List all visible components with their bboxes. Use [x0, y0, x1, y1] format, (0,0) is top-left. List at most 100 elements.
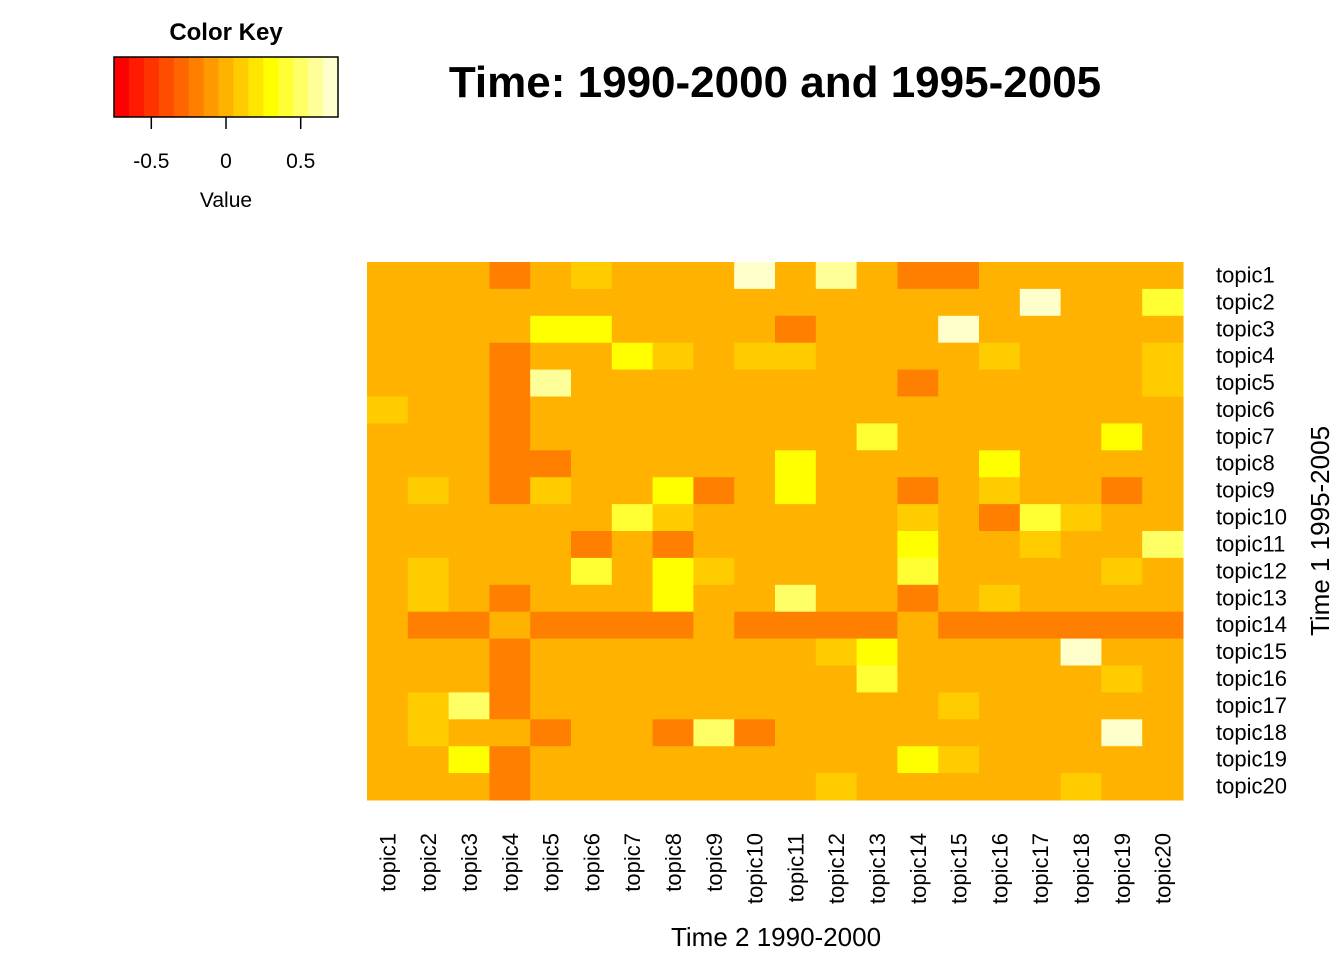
heatmap-cell [571, 288, 613, 317]
heatmap-cell [611, 450, 654, 478]
column-label: topic1 [375, 833, 400, 892]
heatmap-cell [734, 288, 776, 317]
heatmap-cell [1019, 396, 1062, 424]
heatmap-cell [448, 638, 490, 666]
heatmap-cell [448, 396, 490, 424]
heatmap-cell [897, 665, 939, 693]
heatmap-cell [693, 773, 735, 801]
color-key-gradient [114, 57, 339, 117]
heatmap-cell [571, 773, 613, 801]
heatmap-cell [489, 423, 531, 451]
heatmap-cell [407, 262, 450, 290]
heatmap-cell [897, 504, 939, 532]
heatmap-cell [489, 342, 531, 371]
heatmap-cell [938, 450, 980, 478]
heatmap-cell [897, 531, 939, 559]
heatmap-cell [611, 584, 654, 613]
heatmap-cell [489, 638, 531, 666]
heatmap-cell [693, 423, 735, 451]
heatmap-cell [734, 773, 776, 801]
heatmap-cell [693, 315, 735, 344]
heatmap-cell [1142, 396, 1184, 424]
heatmap-cell [448, 531, 490, 559]
heatmap-cell [1101, 692, 1143, 720]
heatmap-cell [938, 692, 980, 720]
heatmap-cell [1060, 719, 1102, 747]
heatmap-cell [1060, 369, 1102, 397]
heatmap-cell [815, 531, 858, 559]
heatmap-cell [1060, 396, 1102, 424]
heatmap-cell [815, 746, 858, 774]
heatmap-cell [1142, 692, 1184, 720]
heatmap-cell [1101, 477, 1143, 505]
heatmap-cell [448, 692, 490, 720]
heatmap-cell [979, 531, 1021, 559]
heatmap-cell [856, 665, 898, 693]
heatmap-cell [856, 638, 898, 666]
heatmap-cell [367, 450, 409, 478]
heatmap-cell [530, 611, 572, 640]
heatmap-cell [1142, 719, 1184, 747]
heatmap-cell [530, 450, 572, 478]
heatmap-cell [815, 692, 858, 720]
heatmap-cell [897, 369, 939, 397]
heatmap-cell [448, 423, 490, 451]
heatmap-cell [775, 262, 817, 290]
heatmap-cell [938, 262, 980, 290]
heatmap-cell [979, 638, 1021, 666]
heatmap-cell [734, 531, 776, 559]
heatmap-cell [571, 315, 613, 344]
heatmap-cell [367, 369, 409, 397]
heatmap-cell [407, 557, 450, 586]
heatmap-cell [530, 665, 572, 693]
row-label: topic7 [1216, 424, 1275, 449]
heatmap-cell [530, 262, 572, 290]
heatmap-cell [1142, 477, 1184, 505]
heatmap-cell [734, 369, 776, 397]
heatmap-cell [775, 611, 817, 640]
heatmap-cell [938, 557, 980, 586]
y-axis-label: Time 1 1995-2005 [1305, 426, 1335, 636]
row-label: topic2 [1216, 289, 1275, 314]
heatmap-cell [367, 504, 409, 532]
heatmap-cells [367, 262, 1184, 801]
heatmap-cell [1019, 531, 1062, 559]
heatmap-cell [1060, 423, 1102, 451]
heatmap-cell [856, 692, 898, 720]
heatmap-cell [979, 262, 1021, 290]
heatmap-cell [489, 584, 531, 613]
heatmap-cell [775, 692, 817, 720]
column-label: topic13 [865, 833, 890, 904]
column-label: topic19 [1110, 833, 1135, 904]
heatmap-cell [611, 477, 654, 505]
heatmap-cell [693, 557, 735, 586]
heatmap-cell [530, 423, 572, 451]
heatmap-cell [652, 773, 694, 801]
heatmap-cell [775, 288, 817, 317]
heatmap-cell [979, 584, 1021, 613]
color-key-swatch [188, 57, 204, 117]
heatmap-cell [489, 450, 531, 478]
heatmap-cell [571, 557, 613, 586]
heatmap-cell [775, 638, 817, 666]
heatmap-cell [652, 288, 694, 317]
heatmap-cell [693, 342, 735, 371]
heatmap-cell [1019, 692, 1062, 720]
heatmap-cell [815, 638, 858, 666]
heatmap-cell [611, 423, 654, 451]
heatmap-cell [448, 746, 490, 774]
heatmap-cell [734, 665, 776, 693]
heatmap-cell [407, 342, 450, 371]
heatmap-cell [489, 369, 531, 397]
heatmap-cell [652, 369, 694, 397]
heatmap-cell [407, 396, 450, 424]
heatmap-cell [1060, 584, 1102, 613]
heatmap-cell [979, 692, 1021, 720]
heatmap-cell [611, 719, 654, 747]
heatmap-cell [571, 638, 613, 666]
heatmap-cell [734, 396, 776, 424]
color-key-swatch [278, 57, 294, 117]
heatmap-cell [693, 477, 735, 505]
heatmap-cell [938, 719, 980, 747]
heatmap-cell [1142, 665, 1184, 693]
